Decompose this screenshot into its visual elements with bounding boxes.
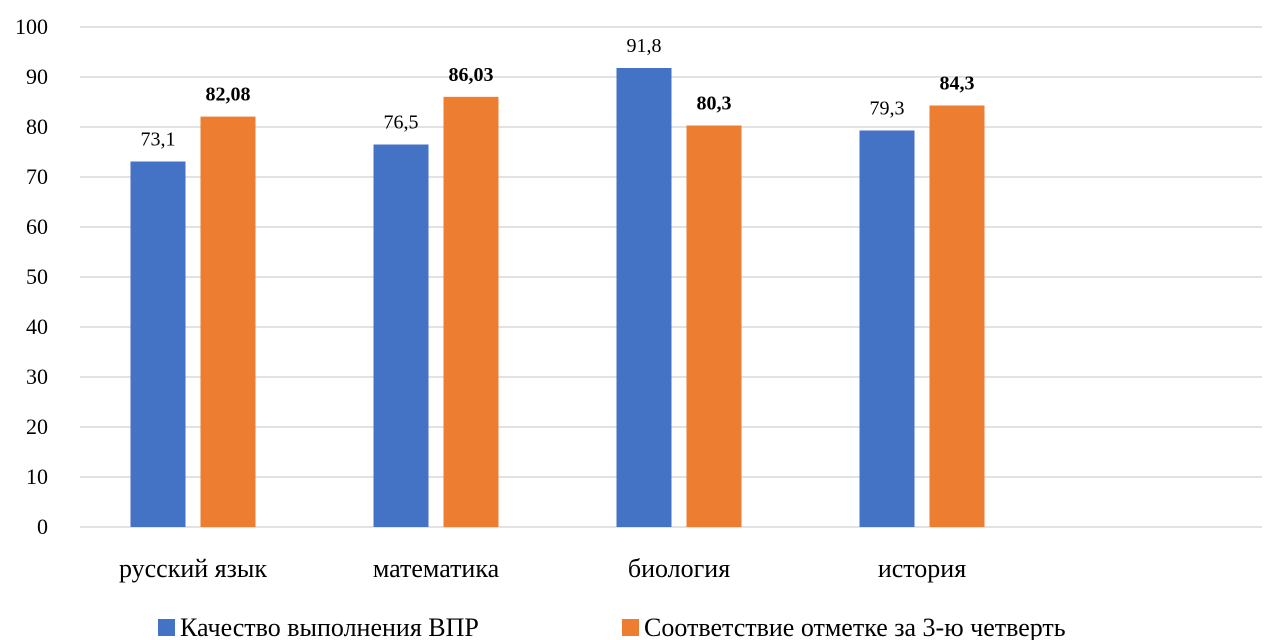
legend-label: Соответствие отметке за 3-ю четверть	[644, 613, 1066, 640]
bar	[929, 105, 985, 527]
bar	[443, 96, 499, 527]
y-tick-label: 60	[26, 214, 48, 239]
bars	[130, 68, 985, 527]
y-tick-label: 40	[26, 314, 48, 339]
data-label: 73,1	[141, 129, 176, 151]
y-tick-label: 100	[15, 14, 48, 39]
data-label: 91,8	[627, 35, 662, 57]
y-tick-label: 20	[26, 414, 48, 439]
data-label: 76,5	[384, 112, 419, 134]
y-tick-label: 90	[26, 64, 48, 89]
legend: Качество выполнения ВПР Соответствие отме…	[158, 613, 1066, 640]
data-label: 86,03	[449, 64, 494, 86]
bar	[686, 125, 742, 527]
x-axis: русский язык математика биология история	[119, 554, 966, 583]
bar	[373, 144, 429, 527]
data-labels: 73,1 82,08 76,5 86,03 91,8 80,3 79,3 84,3	[141, 35, 975, 151]
x-tick-label: биология	[628, 554, 730, 583]
y-tick-label: 30	[26, 364, 48, 389]
x-tick-label: русский язык	[119, 554, 267, 583]
x-tick-label: история	[878, 554, 966, 583]
bar	[130, 161, 186, 527]
legend-swatch	[622, 619, 639, 636]
bar	[616, 68, 672, 527]
y-axis: 0 10 20 30 40 50 60 70 80 90 100	[15, 14, 48, 539]
x-tick-label: математика	[373, 554, 500, 583]
y-tick-label: 80	[26, 114, 48, 139]
data-label: 80,3	[697, 93, 732, 115]
bar	[200, 116, 256, 527]
data-label: 84,3	[940, 73, 975, 95]
y-tick-label: 50	[26, 264, 48, 289]
data-label: 82,08	[206, 84, 251, 106]
legend-swatch	[158, 619, 175, 636]
y-tick-label: 10	[26, 464, 48, 489]
legend-label: Качество выполнения ВПР	[180, 613, 479, 640]
bar	[859, 130, 915, 527]
y-tick-label: 0	[37, 514, 48, 539]
data-label: 79,3	[870, 98, 905, 120]
y-tick-label: 70	[26, 164, 48, 189]
